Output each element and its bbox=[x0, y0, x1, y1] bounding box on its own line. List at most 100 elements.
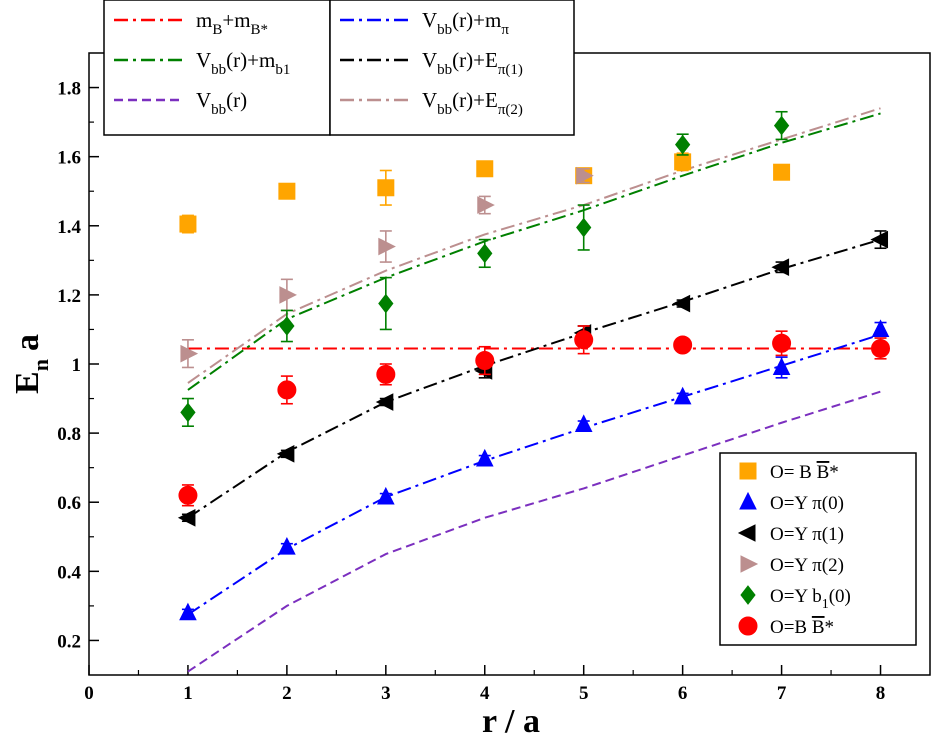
y-tick-label: 1.6 bbox=[57, 148, 81, 169]
data-point bbox=[740, 585, 756, 605]
legend-marker-label: O=Y π(0) bbox=[770, 493, 844, 514]
legend-marker-label: O=Y π(1) bbox=[770, 524, 844, 545]
y-tick-label: 0.8 bbox=[57, 424, 81, 445]
data-point bbox=[740, 555, 759, 573]
legend-marker-label: O= B B* bbox=[770, 462, 839, 483]
data-point bbox=[376, 364, 396, 384]
data-point bbox=[773, 115, 790, 136]
data-point bbox=[276, 445, 295, 463]
y-tick-label: 1.2 bbox=[57, 286, 81, 307]
series bbox=[177, 230, 889, 527]
tick-labels: 0 1 2 3 4 5 6 7 8 0.2 0.4 0.6 0.8 1 1.2 1.4 1.6 1.8 bbox=[57, 79, 885, 704]
x-tick-label: 5 bbox=[579, 683, 589, 704]
data-point bbox=[576, 217, 592, 238]
data-point bbox=[477, 243, 493, 264]
legend-line-label: Vbb(r)+Eπ(2) bbox=[422, 88, 523, 118]
x-tick-label: 3 bbox=[381, 683, 391, 704]
x-tick-label: 8 bbox=[876, 683, 886, 704]
legend-line-label: Vbb(r) bbox=[196, 88, 247, 118]
x-tick-label: 1 bbox=[183, 683, 193, 704]
model-line bbox=[187, 333, 881, 616]
y-tick-label: 0.4 bbox=[57, 562, 81, 583]
data-point bbox=[737, 524, 756, 542]
series bbox=[178, 325, 891, 507]
data-point bbox=[375, 393, 394, 411]
data-point bbox=[772, 333, 792, 353]
line-legend-box-2 bbox=[329, 0, 575, 136]
model-line bbox=[187, 112, 881, 391]
model-line bbox=[187, 390, 881, 673]
marker-legend-box bbox=[719, 452, 917, 646]
data-point bbox=[675, 134, 691, 155]
marker-legend: O= B B* O=Y π(0) O=Y π(1) O=Y π(2) O=Y b1(0)… bbox=[719, 452, 917, 646]
data-point bbox=[772, 357, 791, 375]
data-point bbox=[475, 351, 495, 371]
data-points bbox=[177, 110, 891, 621]
y-tick-label: 0.6 bbox=[57, 493, 81, 514]
data-point bbox=[279, 286, 298, 304]
y-axis-title-tail: a bbox=[9, 334, 46, 351]
data-point bbox=[378, 237, 396, 256]
model-line bbox=[187, 107, 881, 384]
data-point bbox=[378, 293, 394, 314]
y-axis-title-sub: n bbox=[28, 359, 53, 371]
series bbox=[179, 319, 890, 621]
data-point bbox=[279, 316, 295, 336]
data-point bbox=[871, 338, 891, 358]
y-axis-title-main: E bbox=[9, 371, 46, 394]
data-point bbox=[180, 402, 196, 423]
data-point bbox=[377, 486, 395, 505]
data-point bbox=[871, 319, 890, 337]
model-lines bbox=[187, 107, 881, 673]
data-point bbox=[278, 537, 296, 555]
legend-line-label: Vbb(r)+mb1 bbox=[196, 48, 290, 78]
data-point bbox=[574, 414, 593, 432]
data-point bbox=[672, 294, 691, 313]
x-tick-label: 2 bbox=[282, 683, 292, 704]
data-point bbox=[674, 153, 692, 171]
x-tick-label: 0 bbox=[84, 683, 94, 704]
legend-marker-label: O=Y b1(0) bbox=[770, 586, 851, 612]
data-point bbox=[179, 602, 197, 621]
data-point bbox=[673, 335, 693, 355]
series bbox=[179, 152, 791, 234]
data-point bbox=[738, 616, 758, 636]
data-point bbox=[177, 508, 196, 527]
series bbox=[180, 166, 594, 369]
data-point bbox=[739, 462, 757, 480]
legend-marker-label: O=B B* bbox=[770, 617, 834, 638]
x-tick-label: 4 bbox=[480, 683, 490, 704]
y-tick-label: 1.4 bbox=[57, 217, 81, 238]
data-point bbox=[377, 179, 395, 197]
data-point bbox=[673, 386, 692, 405]
legend-line-label: Vbb(r)+mπ bbox=[422, 8, 509, 38]
x-tick-label: 7 bbox=[777, 683, 787, 704]
data-point bbox=[771, 258, 790, 277]
line-legend: mB+mB* Vbb(r)+mb1 Vbb(r) Vbb(r)+mπ Vbb(r)+Eπ… bbox=[103, 0, 575, 136]
data-point bbox=[576, 166, 594, 185]
data-point bbox=[574, 330, 594, 350]
data-point bbox=[277, 380, 297, 400]
legend-line-label: Vbb(r)+Eπ(1) bbox=[422, 48, 523, 78]
data-point bbox=[476, 160, 494, 178]
x-tick-label: 6 bbox=[678, 683, 688, 704]
line-legend-box bbox=[103, 0, 331, 136]
svg-text:Ena: Ena bbox=[9, 334, 53, 394]
axis-ticks bbox=[88, 86, 882, 675]
data-point bbox=[178, 485, 198, 505]
data-point bbox=[475, 448, 494, 467]
y-tick-label: 1.8 bbox=[57, 79, 81, 100]
data-point bbox=[477, 196, 495, 214]
legend-line-label: mB+mB* bbox=[196, 8, 268, 38]
model-line bbox=[187, 238, 881, 519]
y-axis-title: Ena bbox=[9, 334, 53, 394]
data-point bbox=[870, 230, 889, 249]
data-point bbox=[179, 215, 197, 233]
data-point bbox=[278, 182, 296, 200]
y-tick-label: 0.2 bbox=[57, 631, 81, 652]
data-point bbox=[739, 491, 757, 510]
y-tick-label: 1 bbox=[72, 355, 82, 376]
series bbox=[180, 110, 790, 428]
legend-marker-label: O=Y π(2) bbox=[770, 555, 844, 576]
